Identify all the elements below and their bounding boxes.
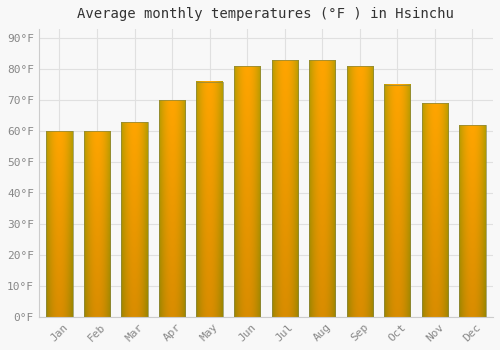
Bar: [122, 122, 148, 317]
Bar: [346, 66, 373, 317]
Bar: [196, 82, 223, 317]
Bar: [309, 60, 336, 317]
Bar: [384, 85, 410, 317]
Bar: [46, 131, 72, 317]
Bar: [422, 103, 448, 317]
Title: Average monthly temperatures (°F ) in Hsinchu: Average monthly temperatures (°F ) in Hs…: [78, 7, 454, 21]
Bar: [272, 60, 298, 317]
Bar: [159, 100, 185, 317]
Bar: [460, 125, 485, 317]
Bar: [84, 131, 110, 317]
Bar: [234, 66, 260, 317]
